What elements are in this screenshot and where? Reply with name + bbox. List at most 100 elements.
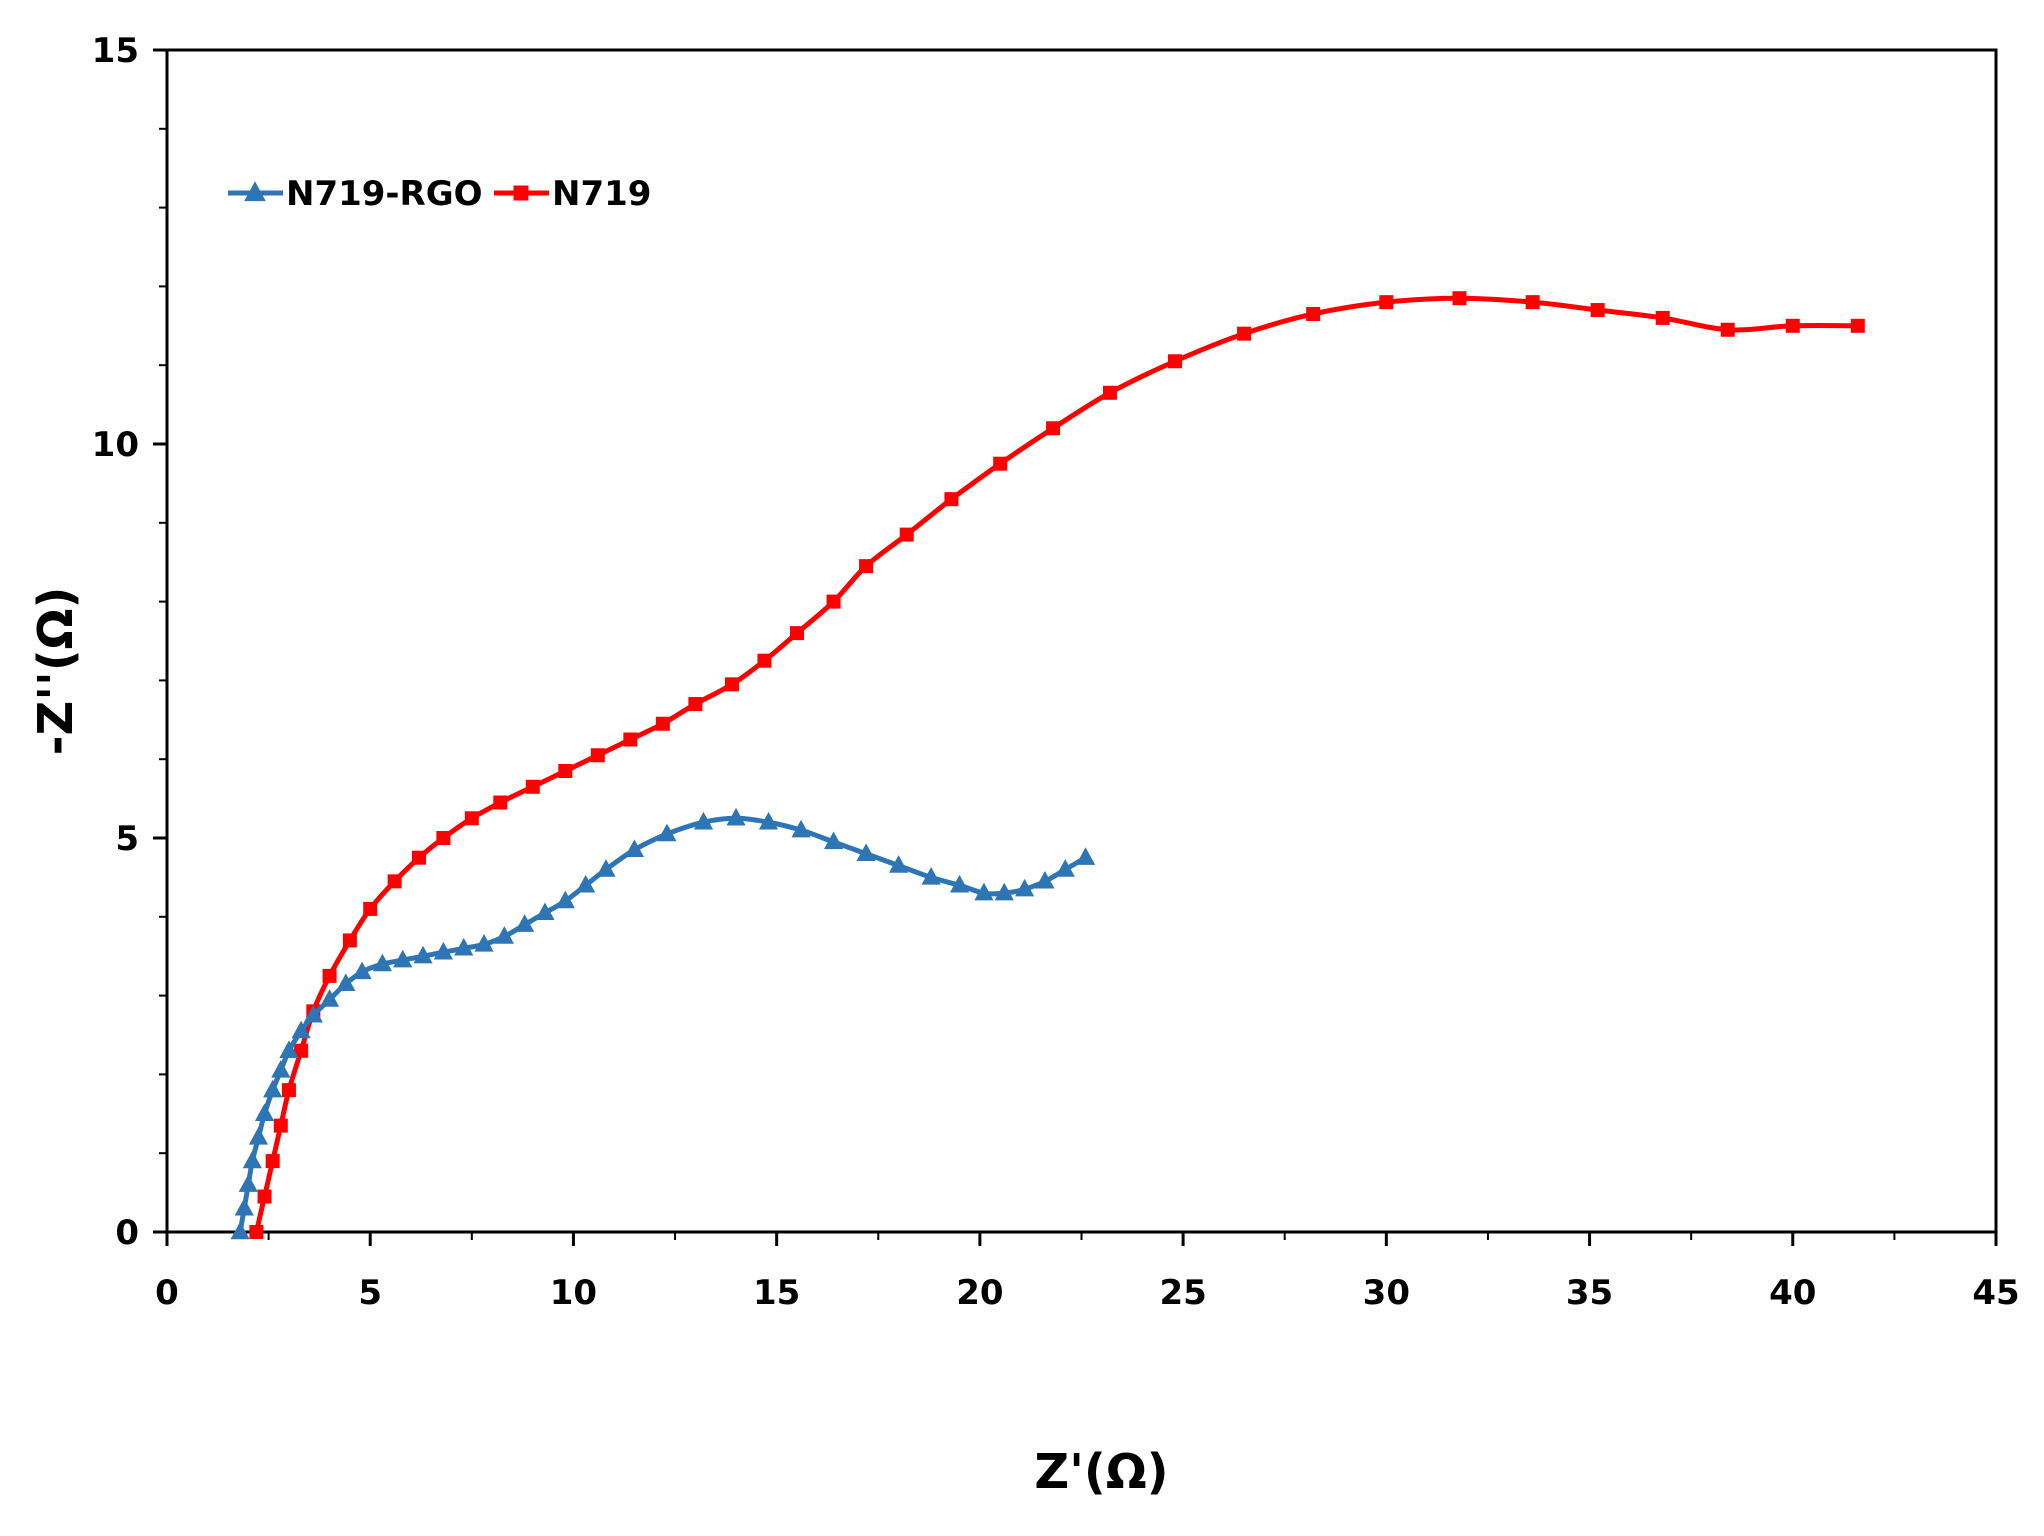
data-point bbox=[387, 874, 402, 889]
data-point bbox=[242, 1150, 262, 1169]
legend: N719-RGO N719 bbox=[228, 174, 651, 214]
data-point bbox=[590, 748, 605, 763]
data-point bbox=[1785, 318, 1800, 333]
data-point bbox=[1046, 421, 1061, 436]
data-point bbox=[1035, 870, 1055, 889]
x-tick-label: 40 bbox=[1769, 1273, 1816, 1313]
data-point bbox=[322, 968, 337, 983]
data-point bbox=[1452, 291, 1467, 306]
data-point bbox=[281, 1083, 296, 1098]
x-axis-title: Z'(Ω) bbox=[1034, 1444, 1168, 1500]
data-point bbox=[944, 492, 959, 507]
data-point bbox=[1379, 295, 1394, 310]
data-point bbox=[623, 732, 638, 747]
legend-item: N719 bbox=[494, 174, 651, 214]
series-n719 bbox=[249, 291, 1865, 1239]
data-point bbox=[525, 779, 540, 794]
plot-series bbox=[230, 291, 1865, 1240]
legend-label: N719-RGO bbox=[286, 174, 483, 214]
data-point bbox=[433, 941, 453, 960]
legend-label: N719 bbox=[552, 174, 651, 214]
x-tick-label: 25 bbox=[1159, 1273, 1206, 1313]
data-point bbox=[363, 901, 378, 916]
data-point bbox=[1850, 318, 1865, 333]
x-tick-label: 5 bbox=[358, 1273, 382, 1313]
data-point bbox=[1237, 326, 1252, 341]
y-tick-label: 10 bbox=[92, 425, 139, 465]
data-point bbox=[624, 839, 645, 858]
data-point bbox=[688, 697, 703, 712]
axes: 0 5 10 15 20 25 30 35 40 45 0 5 10 15 bbox=[92, 31, 2020, 1313]
data-point bbox=[372, 953, 393, 972]
data-point bbox=[974, 882, 994, 901]
data-point bbox=[859, 559, 874, 574]
data-point bbox=[230, 1221, 250, 1240]
x-tick-label: 30 bbox=[1363, 1273, 1410, 1313]
data-point bbox=[257, 1189, 272, 1204]
data-point bbox=[789, 626, 804, 641]
data-point bbox=[1720, 322, 1735, 337]
data-point bbox=[413, 945, 433, 964]
series-line bbox=[253, 295, 1858, 1233]
data-point bbox=[823, 831, 844, 850]
data-point bbox=[1590, 303, 1605, 318]
data-point bbox=[494, 926, 514, 944]
data-point bbox=[342, 933, 357, 948]
data-point bbox=[1055, 859, 1075, 877]
data-point bbox=[271, 1060, 291, 1078]
data-point bbox=[464, 811, 479, 826]
data-point bbox=[493, 795, 508, 810]
data-point bbox=[234, 1197, 254, 1216]
data-point bbox=[1102, 385, 1117, 400]
data-point bbox=[826, 594, 841, 609]
plot-frame bbox=[165, 48, 1998, 1234]
x-tick-label: 15 bbox=[753, 1273, 800, 1313]
data-point bbox=[1306, 306, 1321, 321]
data-point bbox=[336, 973, 356, 991]
data-point bbox=[411, 850, 426, 865]
data-point bbox=[726, 807, 746, 826]
x-tick-label: 35 bbox=[1566, 1273, 1613, 1313]
data-point bbox=[265, 1154, 280, 1169]
data-point bbox=[596, 859, 616, 877]
data-point bbox=[515, 914, 535, 932]
series-n719-rgo bbox=[230, 807, 1096, 1240]
data-point bbox=[994, 882, 1014, 901]
legend-item: N719-RGO bbox=[228, 174, 483, 214]
data-point bbox=[248, 1127, 269, 1145]
x-tick-label: 10 bbox=[550, 1273, 597, 1313]
data-point bbox=[1655, 310, 1670, 325]
data-point bbox=[1167, 354, 1182, 369]
data-point bbox=[319, 989, 340, 1007]
data-point bbox=[757, 653, 772, 668]
data-point bbox=[921, 867, 941, 885]
legend-marker bbox=[513, 185, 529, 201]
data-point bbox=[535, 902, 555, 921]
x-tick-label: 45 bbox=[1972, 1273, 2019, 1313]
data-point bbox=[279, 1040, 299, 1058]
x-tick-label: 0 bbox=[155, 1273, 179, 1313]
data-point bbox=[352, 961, 372, 980]
data-point bbox=[273, 1118, 288, 1133]
data-point bbox=[693, 811, 714, 830]
data-point bbox=[393, 949, 413, 968]
data-point bbox=[294, 1043, 309, 1058]
data-point bbox=[1525, 295, 1540, 310]
y-tick-label: 0 bbox=[115, 1213, 139, 1253]
data-point bbox=[436, 831, 451, 845]
data-point bbox=[655, 716, 670, 731]
data-point bbox=[1014, 878, 1035, 897]
data-point bbox=[576, 874, 596, 893]
y-axis-title: -Z''(Ω) bbox=[28, 587, 84, 756]
data-point bbox=[555, 890, 575, 909]
data-point bbox=[291, 1020, 311, 1039]
data-point bbox=[238, 1174, 258, 1192]
data-point bbox=[889, 855, 909, 873]
legend-marker bbox=[244, 181, 266, 202]
y-tick-label: 15 bbox=[92, 31, 139, 71]
data-point bbox=[899, 527, 914, 542]
data-point bbox=[249, 1225, 264, 1239]
x-tick-label: 20 bbox=[956, 1273, 1003, 1313]
data-point bbox=[949, 874, 970, 893]
